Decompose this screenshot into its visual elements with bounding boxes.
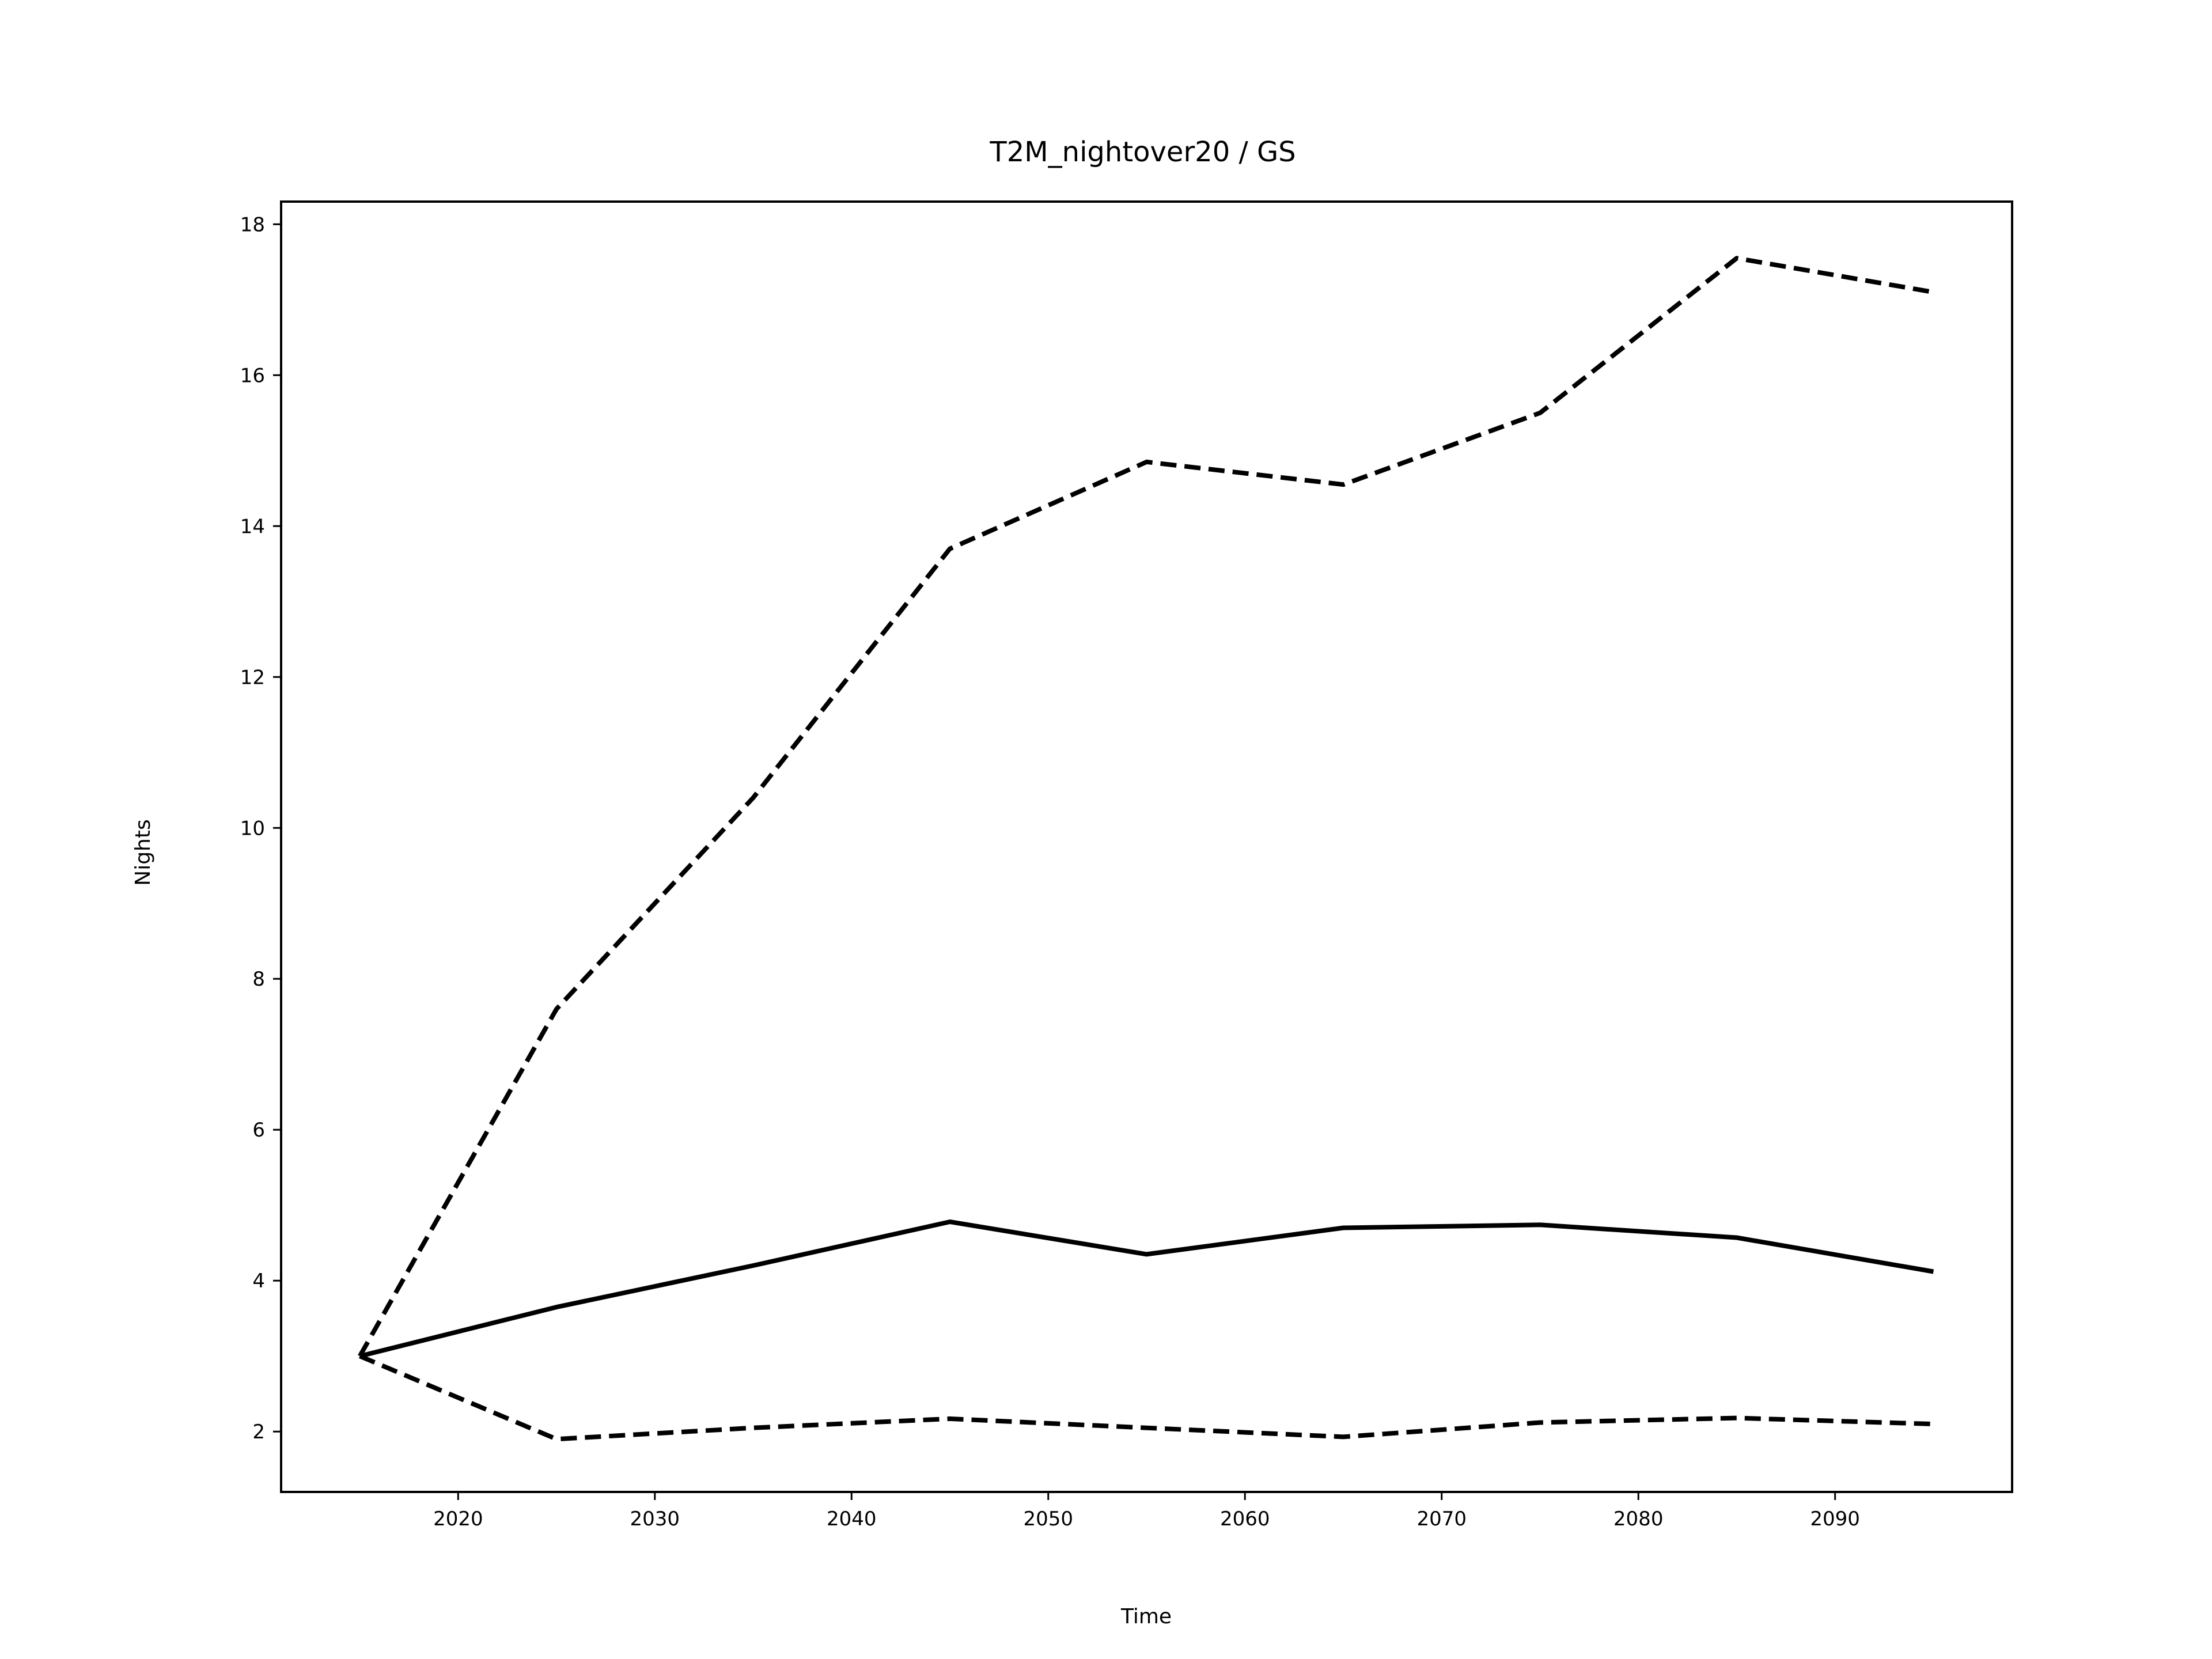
y-tick-label: 6 <box>252 1119 265 1142</box>
x-tick-label: 2090 <box>1810 1508 1860 1531</box>
y-tick-label: 18 <box>240 213 265 236</box>
series-line-3 <box>359 1354 1934 1442</box>
x-tick-label: 2050 <box>1023 1508 1073 1531</box>
series-layer <box>358 256 1934 1442</box>
x-axis-ticks: 2020 2030 2040 2050 2060 2070 2080 2090 <box>433 1492 1860 1531</box>
y-axis-label: Nights <box>131 819 155 885</box>
series-line-1 <box>359 1219 1934 1359</box>
y-tick-label: 8 <box>252 968 265 991</box>
x-tick-label: 2080 <box>1613 1508 1664 1531</box>
y-tick-label: 2 <box>252 1421 265 1444</box>
plot-frame <box>280 200 2013 1493</box>
x-tick-label: 2070 <box>1416 1508 1467 1531</box>
x-tick-label: 2060 <box>1220 1508 1270 1531</box>
y-tick-label: 10 <box>240 817 265 840</box>
y-tick-label: 16 <box>240 364 265 387</box>
x-tick-label: 2040 <box>827 1508 877 1531</box>
x-axis-label: Time <box>1120 1605 1172 1628</box>
x-tick-label: 2020 <box>433 1508 483 1531</box>
y-tick-label: 14 <box>240 515 265 538</box>
y-tick-label: 4 <box>252 1270 265 1293</box>
x-tick-label: 2030 <box>630 1508 680 1531</box>
y-axis-ticks: 2 4 6 8 10 12 14 16 18 <box>240 213 281 1444</box>
chart-title: T2M_nightover20 / GS <box>989 136 1296 168</box>
y-tick-label: 12 <box>240 666 265 689</box>
series-line-2 <box>358 256 1934 1358</box>
